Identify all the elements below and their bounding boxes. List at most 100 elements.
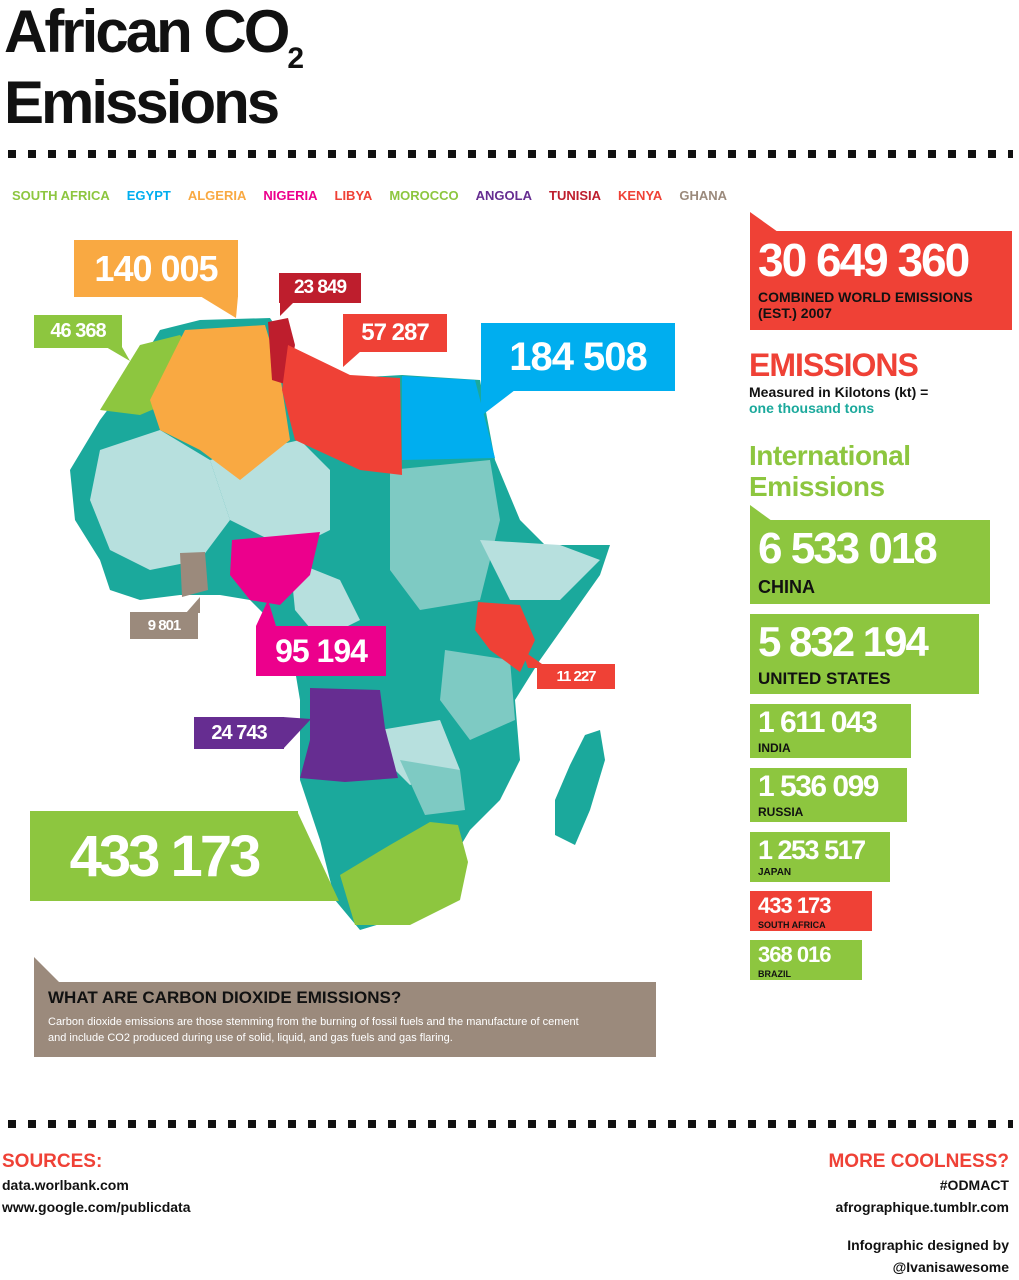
egypt-callout: 184 508 (481, 323, 675, 391)
international-heading: International Emissions (749, 440, 911, 502)
bottom-dotted-divider (8, 1120, 1013, 1128)
libya-shape (282, 345, 402, 475)
nigeria-callout-pointer (256, 600, 276, 626)
kenya-callout-pointer (522, 650, 542, 668)
world-emissions-label: COMBINED WORLD EMISSIONS (758, 289, 973, 305)
info-text-line2: and include CO2 produced during use of s… (48, 1032, 453, 1044)
angola-callout: 24 743 (194, 717, 284, 749)
country-value: 1 536 099 (758, 770, 879, 803)
tanzania-region (440, 650, 515, 740)
egypt-shape (402, 376, 495, 460)
libya-callout-pointer (343, 351, 361, 367)
libya-callout: 57 287 (343, 314, 447, 352)
source-link-worldbank[interactable]: data.worlbank.com (2, 1177, 129, 1193)
page-title: African CO2 Emissions (4, 2, 304, 133)
info-box: WHAT ARE CARBON DIOXIDE EMISSIONS? Carbo… (34, 982, 656, 1057)
emissions-unit-line1: Measured in Kilotons (kt) = (749, 384, 929, 400)
west-africa-light-region (90, 430, 230, 570)
nigeria-shape (230, 532, 320, 605)
south-africa-callout-pointer (297, 811, 339, 901)
sources-section: SOURCES: data.worlbank.com www.google.co… (2, 1150, 191, 1218)
algeria-callout-pointer (200, 296, 238, 318)
legend-egypt: EGYPT (126, 188, 171, 203)
country-legend: SOUTH AFRICA EGYPT ALGERIA NIGERIA LIBYA MORO… (12, 188, 744, 203)
algeria-shape (150, 325, 290, 480)
country-value: 1 611 043 (758, 706, 878, 739)
country-name: UNITED STATES (758, 669, 891, 688)
ghana-shape (180, 552, 208, 597)
title-line2: Emissions (4, 69, 280, 136)
legend-ghana: GHANA (679, 188, 727, 203)
legend-morocco: MOROCCO (389, 188, 459, 203)
emissions-unit-line2: one thousand tons (749, 400, 875, 416)
country-row-united-states: 5 832 194 UNITED STATES (750, 614, 979, 694)
ghana-callout: 9 801 (130, 612, 198, 639)
international-heading-line1: International (749, 440, 911, 471)
country-value: 1 253 517 (758, 835, 866, 865)
country-row-japan: 1 253 517 JAPAN (750, 832, 890, 882)
egypt-callout-pointer (481, 390, 515, 416)
kenya-callout: 11 227 (537, 664, 615, 689)
emissions-heading: EMISSIONS (749, 347, 919, 383)
country-value: 368 016 (758, 942, 832, 967)
more-section: MORE COOLNESS? #ODMACT afrographique.tum… (828, 1150, 1009, 1278)
info-box-pointer (34, 957, 60, 983)
more-hashtag[interactable]: #ODMACT (939, 1177, 1009, 1193)
legend-libya: LIBYA (334, 188, 373, 203)
world-callout-pointer (750, 212, 778, 232)
country-value: 6 533 018 (758, 524, 938, 573)
country-row-south-africa: 433 173 SOUTH AFRICA (750, 891, 872, 931)
country-name: BRAZIL (758, 969, 791, 979)
more-heading: MORE COOLNESS? (828, 1151, 1009, 1172)
tunisia-callout-pointer (280, 302, 294, 316)
legend-algeria: ALGERIA (187, 188, 247, 203)
source-link-google[interactable]: www.google.com/publicdata (2, 1199, 191, 1215)
credit-line1: Infographic designed by (847, 1237, 1009, 1253)
legend-nigeria: NIGERIA (263, 188, 318, 203)
international-heading-line2: Emissions (749, 471, 885, 502)
horn-light-region (480, 540, 600, 600)
sudan-region (390, 460, 500, 610)
title-subscript: 2 (287, 42, 305, 75)
country-name: CHINA (758, 577, 815, 597)
south-africa-callout: 433 173 (30, 811, 298, 901)
legend-tunisia: TUNISIA (549, 188, 601, 203)
country-name: INDIA (758, 741, 791, 755)
title-line1: African CO (4, 0, 290, 65)
world-emissions-year: (EST.) 2007 (758, 305, 832, 321)
legend-angola: ANGOLA (475, 188, 532, 203)
country-row-russia: 1 536 099 RUSSIA (750, 768, 907, 822)
sources-heading: SOURCES: (2, 1151, 103, 1172)
angola-shape (300, 688, 398, 782)
top-dotted-divider (8, 150, 1013, 158)
world-emissions-box: 30 649 360 COMBINED WORLD EMISSIONS (EST… (750, 231, 1012, 330)
madagascar-shape (555, 730, 605, 845)
info-text-line1: Carbon dioxide emissions are those stemm… (48, 1016, 579, 1028)
ghana-callout-pointer (186, 597, 200, 613)
country-name: RUSSIA (758, 805, 804, 819)
country-value: 433 173 (758, 893, 832, 918)
info-heading: WHAT ARE CARBON DIOXIDE EMISSIONS? (48, 988, 402, 1007)
country-row-china: 6 533 018 CHINA (750, 520, 990, 604)
country-value: 5 832 194 (758, 618, 929, 665)
international-pointer (750, 505, 772, 521)
country-name: SOUTH AFRICA (758, 920, 826, 930)
algeria-callout: 140 005 (74, 240, 238, 297)
credit-handle[interactable]: @Ivanisawesome (892, 1259, 1009, 1275)
zimbabwe-region (400, 760, 465, 815)
morocco-callout-pointer (106, 347, 130, 361)
kenya-shape (475, 602, 535, 672)
country-name: JAPAN (758, 867, 792, 878)
south-africa-shape (340, 822, 468, 925)
world-emissions-value: 30 649 360 (758, 234, 970, 286)
central-light-region (290, 560, 360, 640)
country-row-india: 1 611 043 INDIA (750, 704, 911, 758)
angola-callout-pointer (283, 717, 311, 749)
country-row-brazil: 368 016 BRAZIL (750, 940, 862, 980)
morocco-callout: 46 368 (34, 315, 122, 348)
legend-south-africa: SOUTH AFRICA (12, 188, 110, 203)
nigeria-callout: 95 194 (256, 626, 386, 676)
legend-kenya: KENYA (618, 188, 663, 203)
more-link-tumblr[interactable]: afrographique.tumblr.com (835, 1199, 1009, 1215)
